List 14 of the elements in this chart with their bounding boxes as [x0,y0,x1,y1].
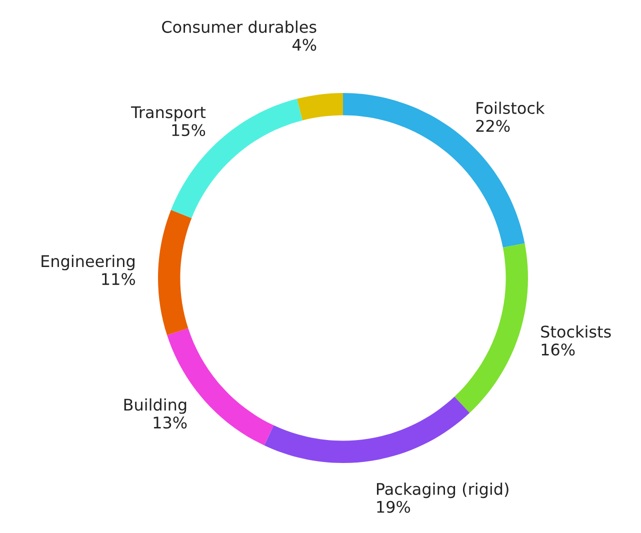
slice-label: Transport [130,106,206,122]
data-label: 15% [172,124,206,136]
slice-label: Engineering [42,254,134,270]
slice-label: Consumer durables [162,20,316,33]
data-label: 22% [476,120,510,132]
slice-label: Foilstock [476,102,545,114]
data-label: 4% [292,38,316,51]
data-label: 16% [542,344,575,356]
slice-label: Stockists [541,325,611,338]
data-label: 13% [154,416,187,429]
slice-label: Building [124,398,186,414]
data-label: 11% [102,272,136,286]
data-label: 19% [377,500,410,513]
slice-label: Packaging (rigid) [376,482,508,498]
